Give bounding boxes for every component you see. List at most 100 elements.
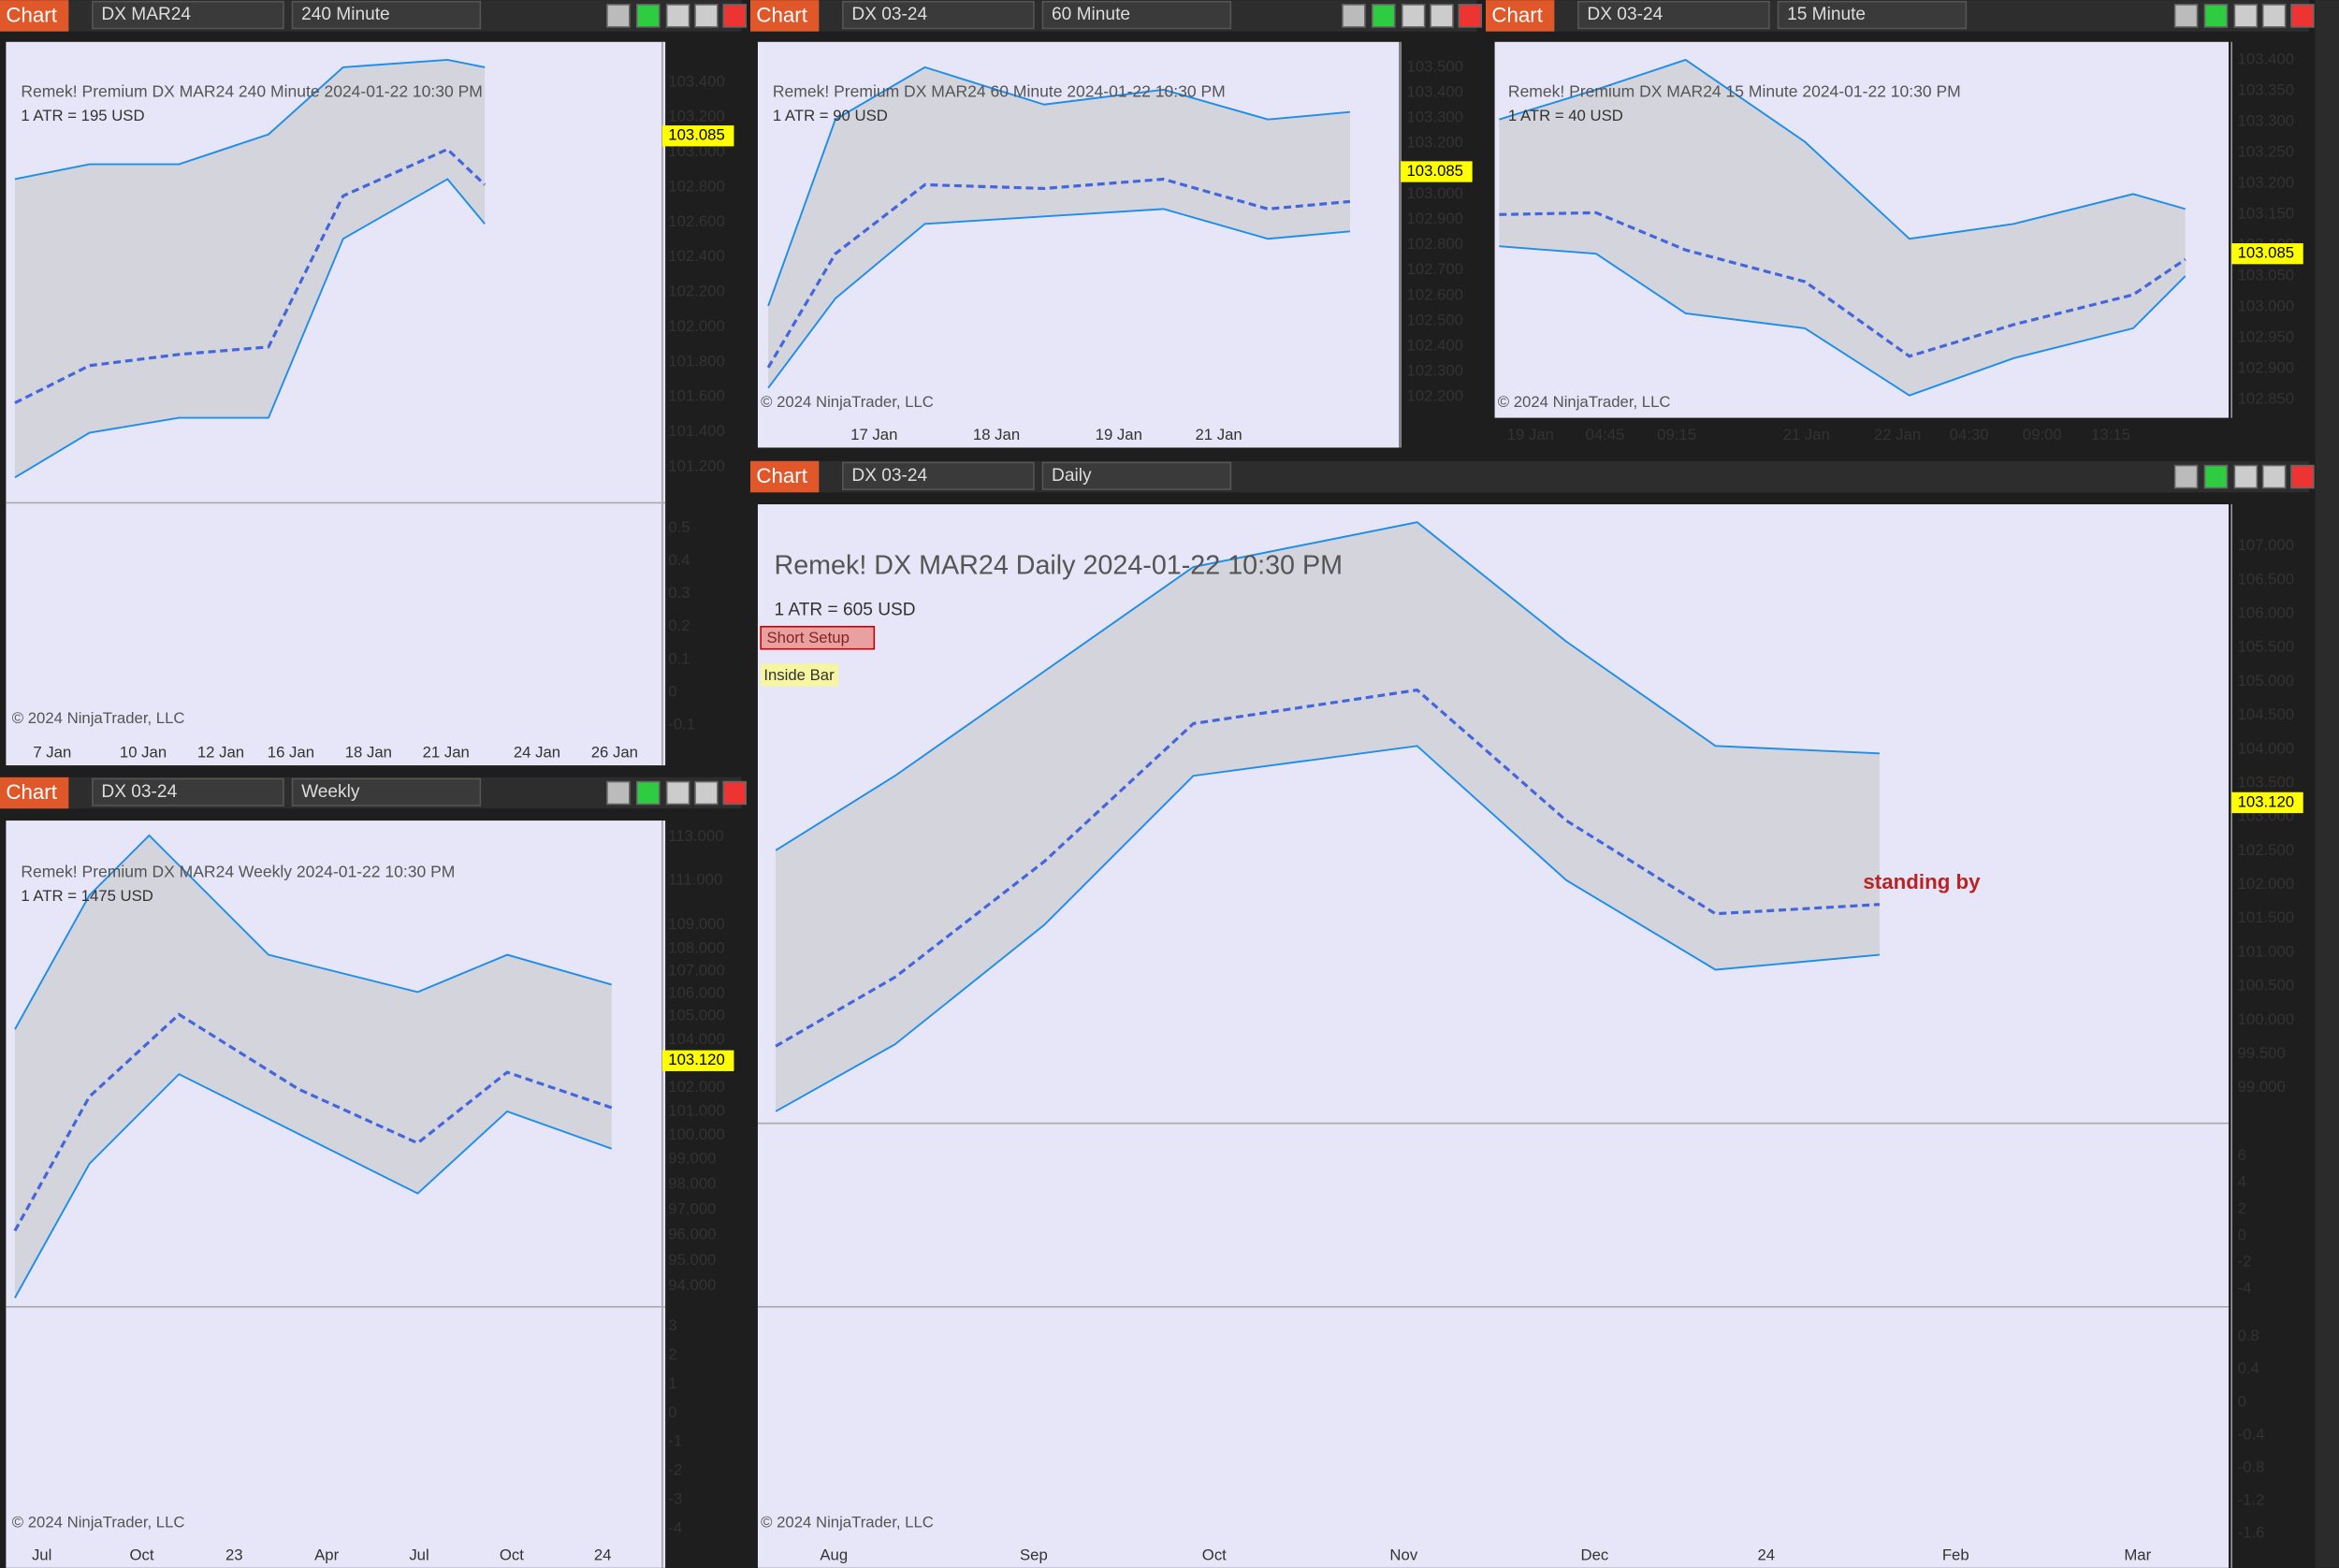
indicator-label: -1.6 [2238, 1524, 2265, 1542]
instrument-dropdown[interactable] [92, 777, 284, 806]
time-label: 18 Jan [345, 744, 392, 762]
chart-window: Chart DX 03-24 60 Minute Remek! Premium DX … [749, 0, 1483, 448]
window-button[interactable] [2290, 464, 2315, 489]
instrument: DX 03-24 [101, 782, 177, 802]
price-label: 102.600 [668, 212, 725, 230]
price-label: 101.600 [668, 387, 725, 405]
price-label: 103.150 [2238, 204, 2295, 222]
window-button[interactable] [694, 780, 719, 806]
window-button[interactable] [2290, 4, 2315, 28]
interval-dropdown[interactable] [291, 0, 482, 30]
current-price: 103.120 [668, 1051, 725, 1068]
window-button[interactable] [1372, 4, 1396, 28]
window-button[interactable] [722, 780, 747, 806]
price-label: 100.500 [2238, 977, 2295, 995]
window-button[interactable] [2203, 4, 2229, 28]
price-label: 109.000 [668, 915, 725, 933]
window-button[interactable] [722, 4, 747, 28]
window-button[interactable] [1430, 4, 1454, 28]
interval-dropdown[interactable] [1041, 461, 1232, 490]
indicator-label: -3 [668, 1490, 682, 1508]
window-button[interactable] [2261, 464, 2287, 489]
window-button[interactable] [1458, 4, 1483, 28]
chart-tab-label: Chart [6, 780, 57, 804]
price-label: 101.000 [668, 1101, 725, 1119]
instrument-dropdown[interactable] [92, 0, 284, 30]
price-label: 103.500 [2238, 773, 2295, 791]
window-button[interactable] [2233, 4, 2259, 28]
window-button[interactable] [665, 4, 690, 28]
chart-tab[interactable] [749, 460, 820, 493]
chart-tab-label: Chart [1491, 4, 1543, 27]
band-upper [775, 521, 1880, 851]
current-price: 103.120 [2238, 792, 2295, 810]
current-price-box [661, 1050, 734, 1071]
band-upper [767, 65, 1351, 307]
indicator-label: -4 [668, 1518, 682, 1536]
chart-tab[interactable] [0, 0, 69, 32]
indicator-label: -2 [668, 1461, 682, 1479]
window-button[interactable] [694, 4, 719, 28]
interval: 240 Minute [301, 5, 390, 24]
time-label: Oct [1202, 1546, 1227, 1564]
price-label: 103.200 [1407, 134, 1464, 152]
window-button[interactable] [2233, 464, 2259, 489]
current-price-box [1401, 161, 1473, 182]
time-label: 10 Jan [120, 744, 167, 762]
toolbar: Chart DX MAR24 240 Minute [0, 0, 747, 32]
indicator-label: 0.1 [668, 649, 690, 667]
price-label: 101.400 [668, 422, 725, 440]
window-button[interactable] [2261, 4, 2287, 28]
price-label: 100.000 [2238, 1010, 2295, 1028]
indicator-label: -0.4 [2238, 1425, 2265, 1443]
trail-stop [13, 1012, 613, 1232]
price-label: 103.400 [2238, 50, 2295, 67]
window-button[interactable] [606, 4, 631, 28]
copyright: © 2024 NinjaTrader, LLC [12, 709, 185, 727]
band-lower [14, 1072, 613, 1299]
current-price-box [661, 125, 734, 147]
instrument-dropdown[interactable] [842, 461, 1035, 490]
window-button[interactable] [636, 780, 661, 806]
chart-tab[interactable] [749, 0, 820, 32]
histogram-label: 0 [2238, 1226, 2246, 1243]
time-label: Nov [1389, 1546, 1417, 1564]
short-setup-box [760, 625, 876, 650]
price-label: 103.000 [668, 142, 725, 160]
trail-stop [775, 688, 1881, 1048]
band-upper [14, 58, 486, 181]
price-label: 104.500 [2238, 705, 2295, 723]
price-label: 103.300 [2238, 111, 2295, 129]
price-label: 102.600 [1407, 285, 1464, 303]
time-label: 21 Jan [1195, 426, 1242, 443]
window-button[interactable] [2173, 4, 2199, 28]
toolbar: Chart DX 03-24 Weekly [0, 777, 747, 809]
interval-dropdown[interactable] [1777, 0, 1968, 30]
chart-tab[interactable] [0, 777, 69, 809]
indicator-label: -0.1 [668, 715, 695, 733]
window-button[interactable] [1342, 4, 1366, 28]
instrument-dropdown[interactable] [1577, 0, 1770, 30]
bollinger-band [776, 522, 1880, 1111]
indicator-label: -0.8 [2238, 1458, 2265, 1475]
interval-dropdown[interactable] [291, 777, 482, 806]
window-button[interactable] [2203, 464, 2229, 489]
window-button[interactable] [665, 780, 690, 806]
histogram-label: 2 [2238, 1199, 2246, 1217]
price-label: 101.500 [2238, 908, 2295, 926]
copyright: © 2024 NinjaTrader, LLC [12, 1513, 185, 1531]
price-label: 104.000 [2238, 739, 2295, 757]
window-button[interactable] [2173, 464, 2199, 489]
atr-label: 1 ATR = 1475 USD [21, 887, 153, 905]
time-label: 24 [594, 1546, 612, 1564]
time-label: 22 Jan [1874, 426, 1921, 443]
interval-dropdown[interactable] [1041, 0, 1232, 30]
chart-tab[interactable] [1486, 0, 1555, 32]
bollinger-band [1499, 59, 2186, 396]
instrument-dropdown[interactable] [842, 0, 1035, 30]
price-label: 101.200 [668, 457, 725, 475]
window-button[interactable] [606, 780, 631, 806]
window-button[interactable] [636, 4, 661, 28]
window-button[interactable] [1401, 4, 1426, 28]
time-label: 23 [225, 1546, 243, 1564]
